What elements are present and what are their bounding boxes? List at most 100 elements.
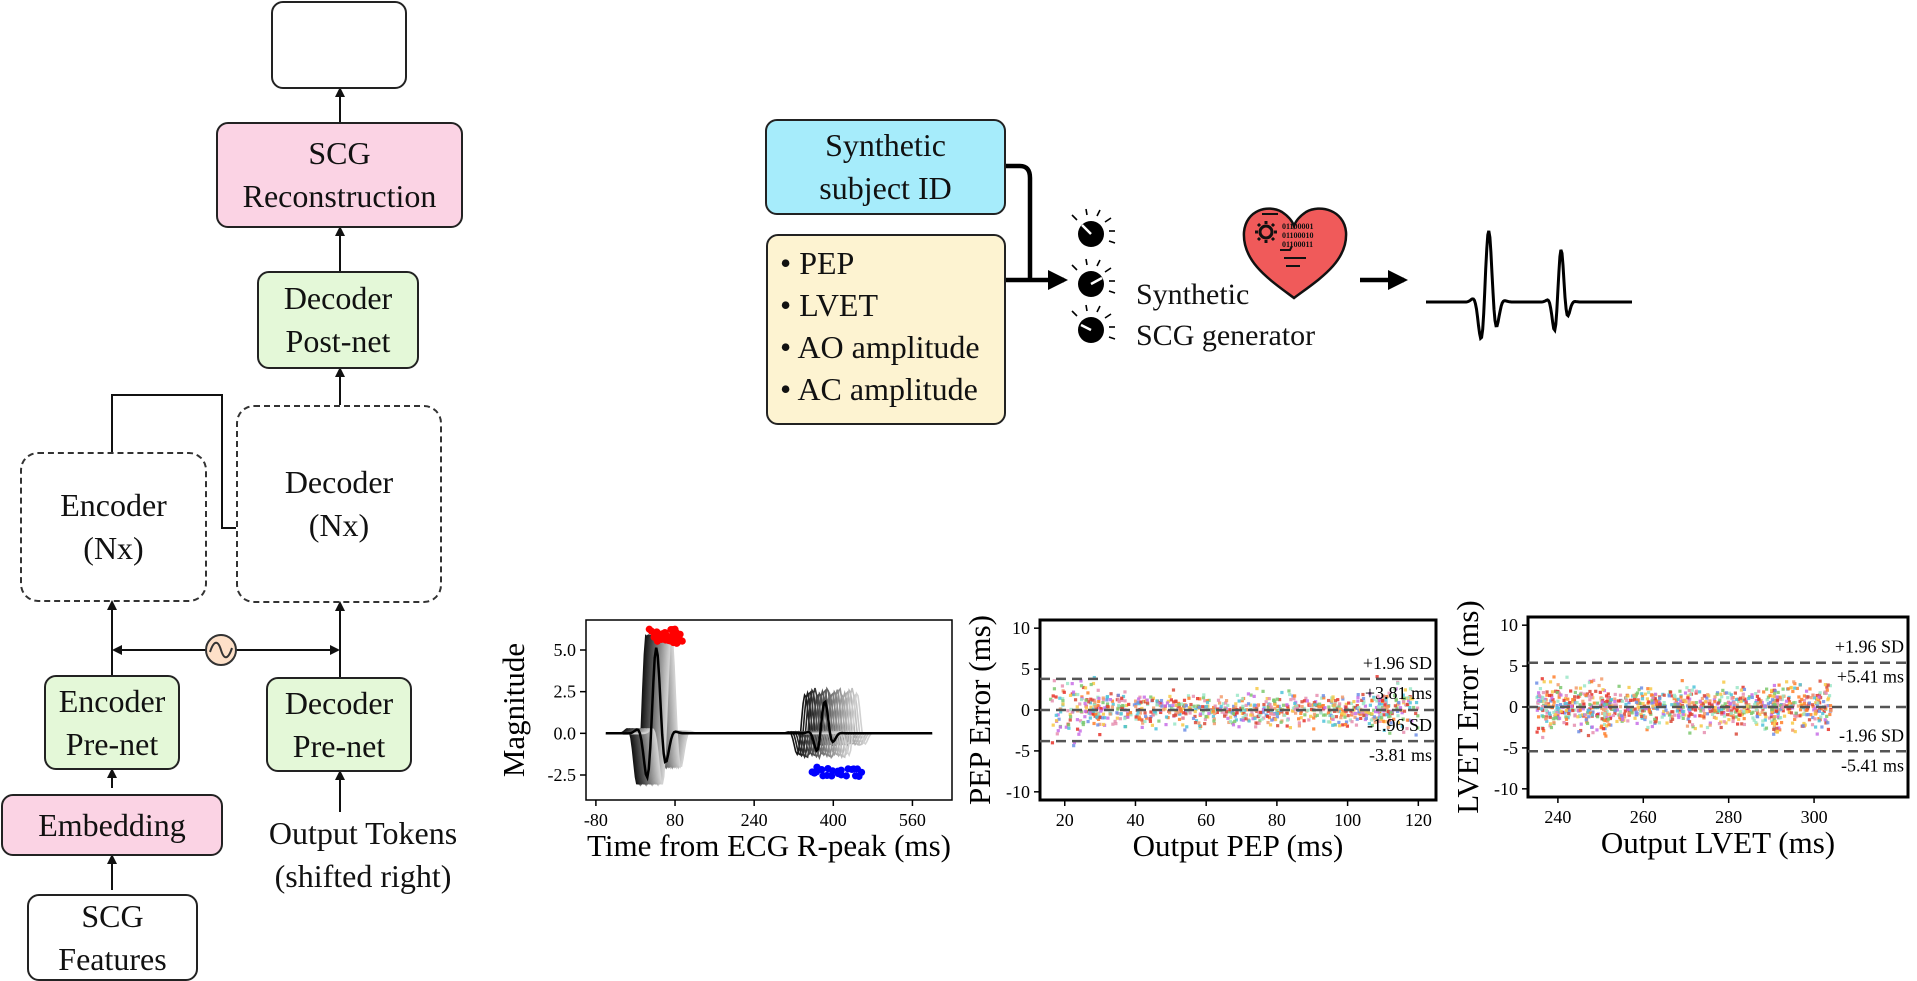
data-point: [1760, 700, 1764, 705]
data-point: [1264, 700, 1268, 704]
data-point: [1591, 731, 1595, 735]
data-point: [1620, 719, 1624, 723]
data-point: [1657, 700, 1662, 704]
data-point: [1680, 679, 1684, 683]
data-point: [1761, 719, 1765, 723]
x-tick-label: 20: [1056, 810, 1074, 830]
data-point: [1547, 711, 1552, 715]
data-point: [1673, 713, 1677, 717]
data-point: [1202, 693, 1206, 697]
data-point: [1340, 695, 1345, 699]
data-point: [1181, 723, 1185, 727]
data-point: [1564, 717, 1569, 721]
data-point: [1075, 705, 1079, 709]
data-point: [1764, 715, 1768, 719]
data-point: [1756, 711, 1760, 715]
data-point: [1219, 695, 1223, 699]
data-point: [1140, 718, 1144, 722]
data-point: [1273, 717, 1278, 722]
data-point: [1755, 708, 1759, 712]
data-point: [1555, 706, 1559, 710]
data-point: [1688, 731, 1692, 735]
data-point: [1793, 686, 1797, 690]
data-point: [1679, 714, 1683, 718]
data-point: [1154, 712, 1158, 716]
data-point: [1578, 692, 1583, 696]
data-point: [1191, 716, 1196, 721]
data-point: [1096, 688, 1100, 692]
data-point: [1732, 704, 1736, 708]
x-tick-label: 100: [1334, 810, 1361, 830]
data-point: [1072, 692, 1076, 697]
x-tick-label: 80: [1268, 810, 1286, 830]
data-point: [1603, 704, 1607, 709]
data-point: [1172, 714, 1176, 718]
data-point: [1829, 709, 1833, 713]
data-point: [1321, 713, 1326, 717]
data-point: [1637, 688, 1641, 692]
data-point: [1605, 699, 1609, 704]
data-point: [1256, 703, 1260, 708]
data-point: [1226, 703, 1230, 708]
data-point: [1735, 703, 1739, 707]
data-point: [1372, 715, 1376, 719]
data-point: [1368, 692, 1372, 696]
data-point: [1083, 701, 1087, 706]
data-point: [1649, 712, 1653, 716]
data-point: [1557, 691, 1561, 695]
data-point: [1618, 693, 1623, 697]
x-tick-label: 560: [899, 810, 926, 830]
data-point: [1198, 724, 1202, 728]
data-point: [1319, 704, 1324, 709]
data-point: [1817, 719, 1821, 723]
data-point: [1096, 723, 1100, 727]
data-point: [1537, 694, 1541, 698]
data-point: [1732, 701, 1736, 705]
data-point: [1719, 692, 1723, 696]
data-point: [1233, 714, 1238, 718]
x-tick-label: 240: [1544, 807, 1571, 827]
data-point: [1302, 706, 1306, 710]
data-point: [1773, 695, 1777, 699]
data-point: [1258, 713, 1262, 717]
data-point: [1740, 722, 1744, 726]
data-point: [1758, 712, 1762, 716]
data-point: [1774, 722, 1779, 726]
scg-reconstruction-block: SCG Reconstruction: [216, 122, 463, 228]
data-point: [1281, 703, 1286, 707]
data-point: [1817, 695, 1821, 699]
data-point: [1075, 718, 1080, 722]
data-point: [1548, 713, 1552, 718]
data-point: [1585, 721, 1590, 726]
data-point: [1608, 716, 1612, 721]
data-point: [1635, 721, 1639, 726]
data-point: [1731, 716, 1735, 720]
data-point: [1338, 702, 1342, 706]
data-point: [1667, 694, 1671, 698]
data-point: [1797, 695, 1801, 699]
data-point: [1120, 698, 1124, 702]
data-point: [1717, 706, 1721, 710]
data-point: [1742, 717, 1746, 721]
data-point: [1787, 710, 1791, 714]
data-point: [1642, 714, 1646, 718]
data-point: [1563, 711, 1567, 715]
data-point: [1811, 715, 1815, 720]
block-label: Pre-net: [292, 727, 386, 764]
loa-annotation: -3.81 ms: [1369, 745, 1432, 765]
data-point: [1691, 725, 1695, 729]
data-point: [1098, 715, 1102, 720]
data-point: [1624, 702, 1628, 706]
data-point: [1682, 709, 1686, 713]
data-point: [1793, 717, 1797, 721]
data-point: [1564, 715, 1568, 719]
block-label: Decoder: [284, 464, 394, 500]
data-point: [1683, 691, 1688, 695]
block-label: Features: [58, 940, 167, 977]
data-point: [1319, 711, 1323, 715]
data-point: [1408, 705, 1412, 710]
data-point: [1599, 726, 1603, 730]
data-point: [1650, 701, 1654, 705]
data-point: [1061, 699, 1065, 703]
data-point: [1121, 694, 1126, 699]
